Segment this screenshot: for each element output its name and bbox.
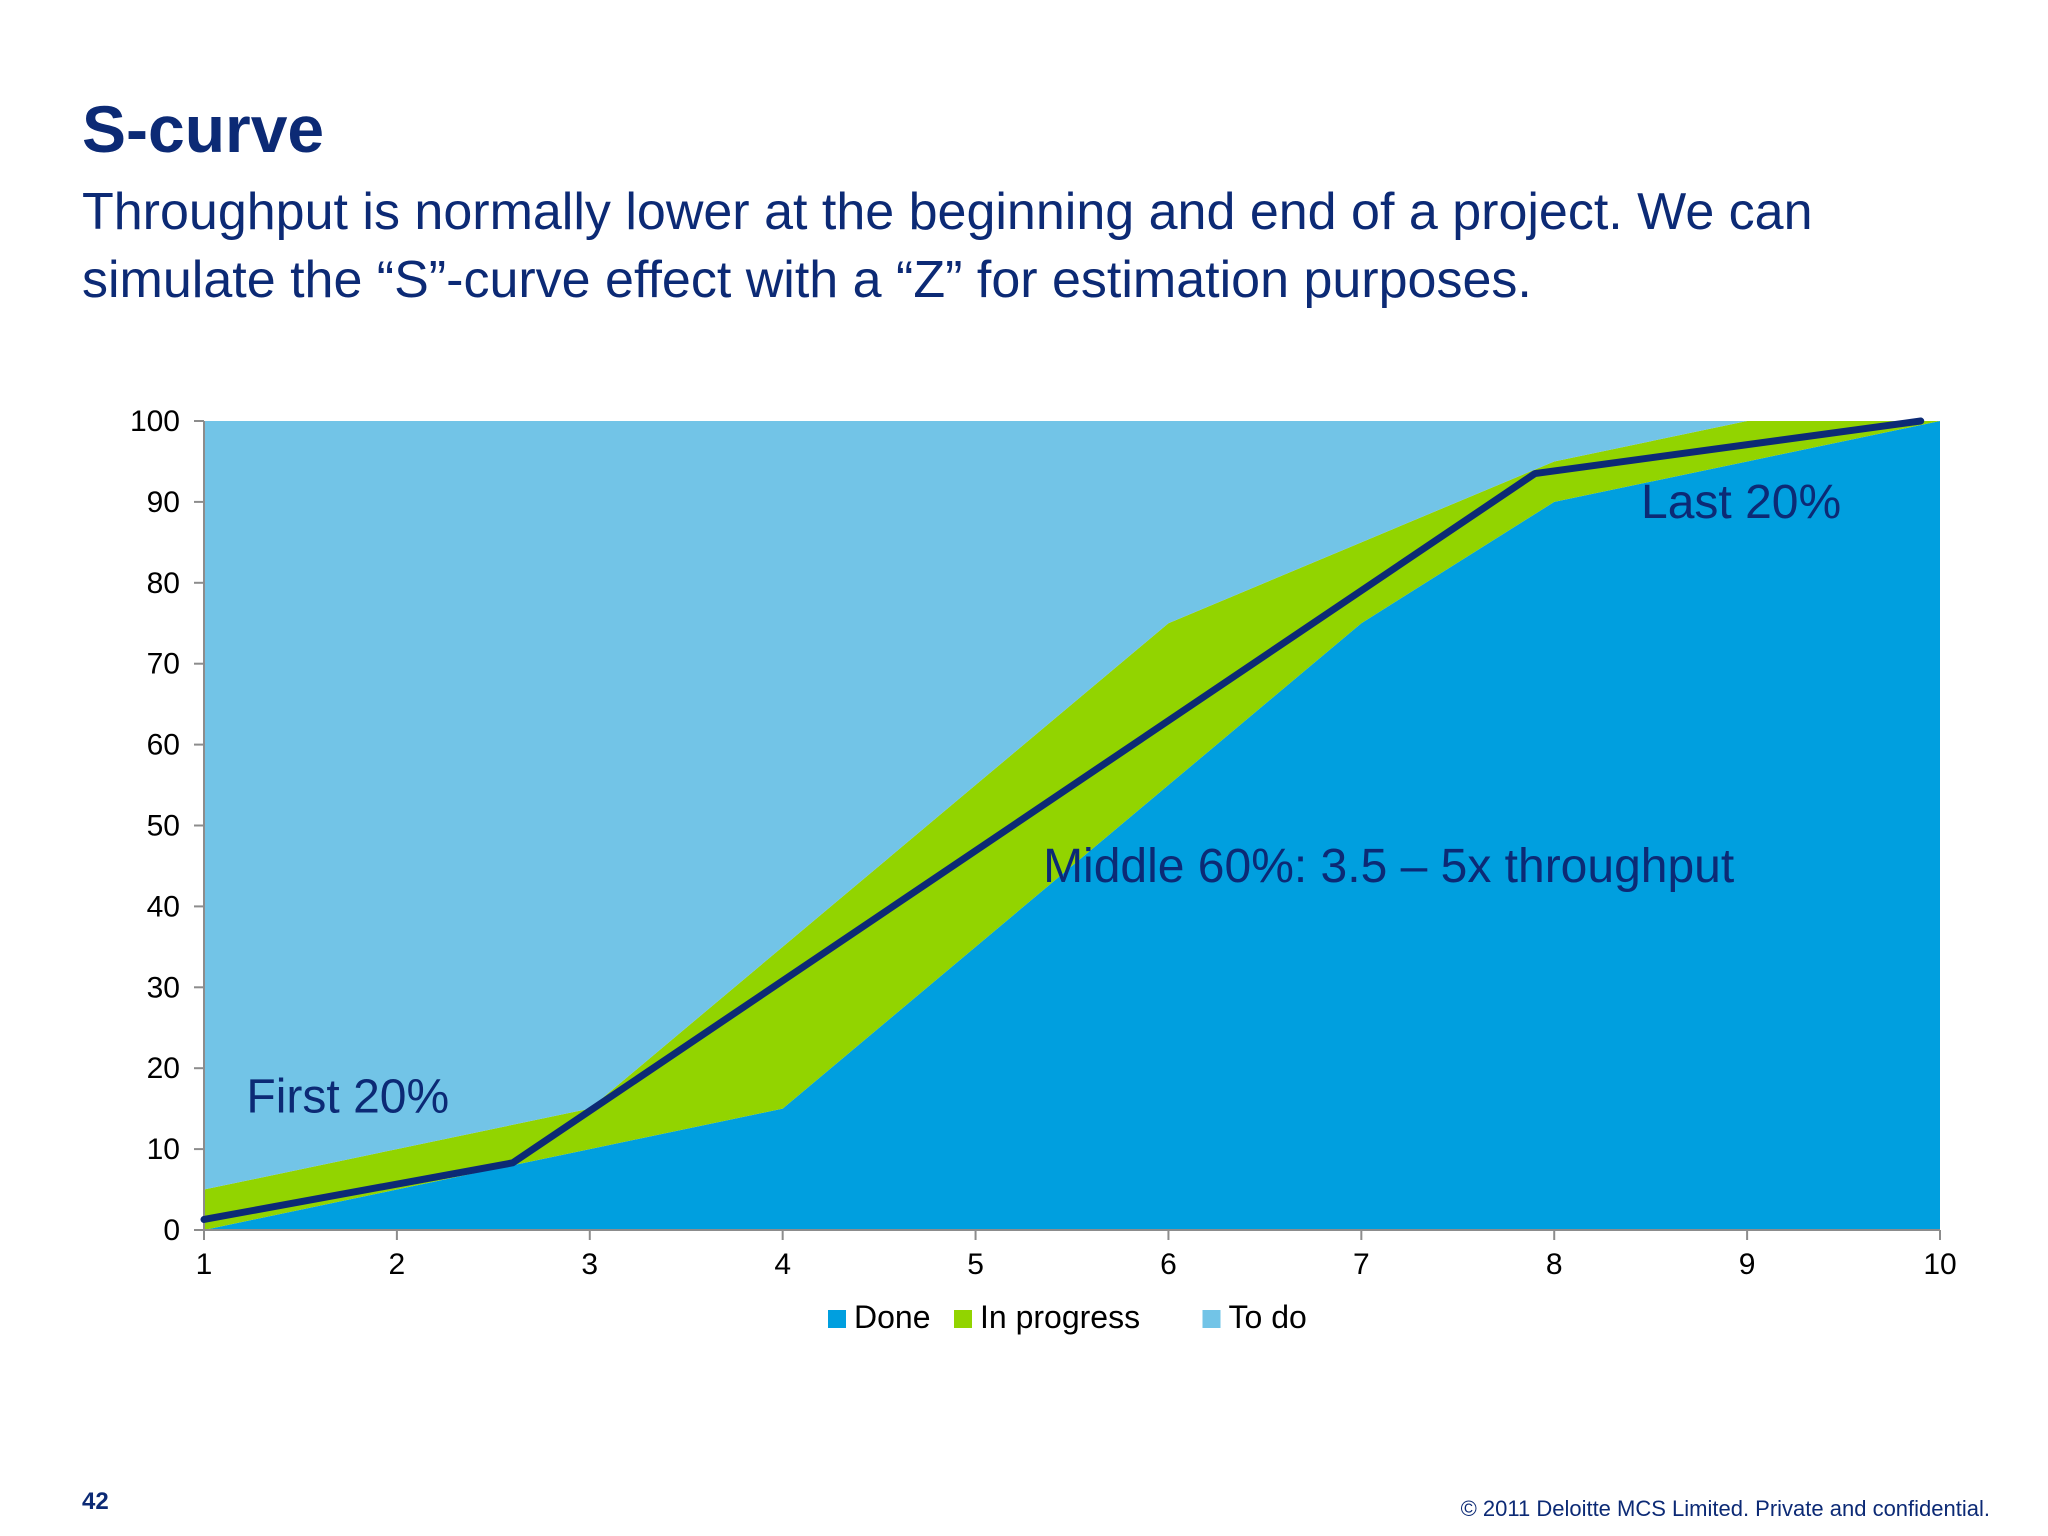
legend-label-done: Done [854,1299,931,1335]
z-estimation-line [200,417,1925,1223]
x-tick-label: 9 [1739,1248,1756,1281]
y-tick-label: 20 [147,1052,180,1085]
annotation-first: First 20% [246,1071,449,1124]
chart-legend: Done In progress To do [828,1299,1307,1335]
slide-subtitle: Throughput is normally lower at the begi… [82,183,1813,309]
legend-swatch-in-progress [954,1310,972,1328]
annotation-last: Last 20% [1641,476,1841,529]
legend-swatch-to-do [1202,1310,1221,1328]
legend-label-in-progress: In progress [980,1299,1140,1335]
x-tick-label: 7 [1353,1248,1370,1281]
y-tick-label: 30 [147,971,180,1004]
y-tick-label: 10 [147,1133,180,1166]
x-tick-label: 4 [774,1248,791,1281]
y-tick-label: 40 [147,890,180,923]
y-tick-label: 100 [130,405,180,438]
area-in-progress [204,421,1940,1230]
x-tick-label: 3 [581,1248,598,1281]
legend-swatch-done [828,1310,846,1328]
x-tick-label: 8 [1546,1248,1563,1281]
chart-axes: 0 10 20 30 40 50 60 70 80 90 100 1 2 3 4 5 6 7 8 9 10 [130,405,1957,1281]
area-series-group [204,421,1940,1230]
y-tick-label: 60 [147,729,180,762]
area-done [204,421,1940,1230]
legend-label-to-do: To do [1229,1299,1307,1335]
x-tick-label: 5 [967,1248,984,1281]
page-number: 42 [82,1488,109,1515]
area-to-do [204,421,1940,1190]
annotation-middle: Middle 60%: 3.5 – 5x throughput [1043,840,1734,893]
y-tick-label: 80 [147,567,180,600]
x-tick-label: 10 [1923,1248,1956,1281]
copyright-notice: © 2011 Deloitte MCS Limited. Private and… [1460,1496,1990,1521]
z-curve-overlay [200,417,1925,1223]
x-tick-label: 6 [1160,1248,1177,1281]
y-tick-label: 0 [163,1214,180,1247]
y-tick-label: 90 [147,486,180,519]
slide-title: S-curve [82,92,325,166]
y-tick-label: 70 [147,648,180,681]
y-tick-label: 50 [147,810,180,843]
x-tick-label: 2 [389,1248,406,1281]
chart-annotations: First 20% Middle 60%: 3.5 – 5x throughput… [246,476,1841,1124]
x-tick-label: 1 [196,1248,213,1281]
